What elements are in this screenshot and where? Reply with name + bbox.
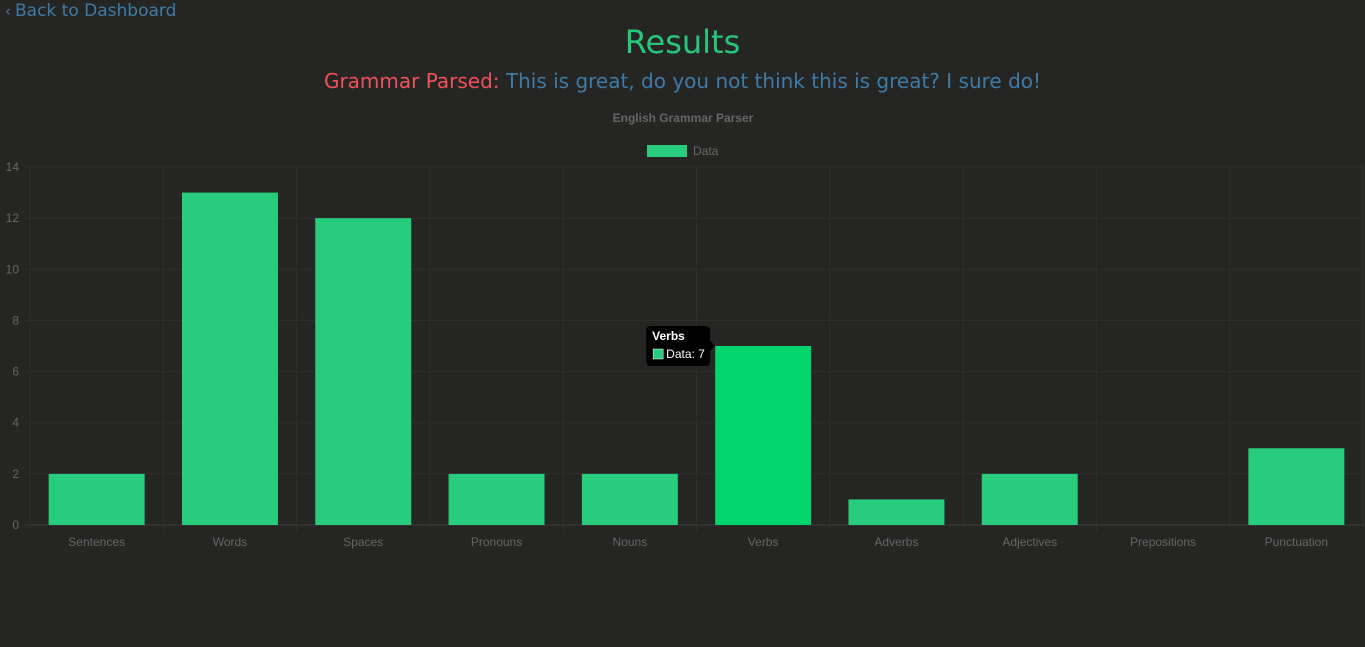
x-tick-label: Adverbs: [874, 535, 918, 549]
bar-pronouns[interactable]: [448, 473, 545, 525]
parsed-text: This is great, do you not think this is …: [505, 69, 1042, 93]
x-tick-label: Verbs: [748, 535, 779, 549]
y-tick-label: 0: [12, 518, 19, 532]
chart-legend[interactable]: Data: [647, 144, 719, 158]
x-tick-label: Adjectives: [1002, 535, 1057, 549]
page-title: Results: [624, 23, 741, 61]
y-tick-label: 4: [12, 416, 19, 430]
x-tick-label: Nouns: [613, 535, 648, 549]
y-tick-label: 12: [6, 211, 20, 225]
chevron-left-icon: ‹: [5, 2, 11, 20]
bar-spaces[interactable]: [315, 218, 412, 525]
x-axis: Sentences Words Spaces Pronouns Nouns Verbs Ad…: [68, 535, 1328, 549]
x-tick-label: Words: [213, 535, 247, 549]
y-tick-label: 14: [6, 160, 20, 174]
y-tick-label: 2: [12, 467, 19, 481]
back-to-dashboard-link[interactable]: ‹ Back to Dashboard: [5, 0, 176, 22]
tooltip-swatch: [652, 348, 664, 360]
y-tick-label: 10: [6, 262, 20, 276]
x-tick-label: Sentences: [68, 535, 125, 549]
tooltip-value: Data: 7: [666, 347, 705, 361]
chart-tooltip: Verbs Data: 7: [646, 326, 716, 366]
y-tick-label: 6: [12, 365, 19, 379]
bar-words[interactable]: [181, 192, 278, 526]
x-tick-label: Punctuation: [1265, 535, 1328, 549]
bar-adjectives[interactable]: [981, 473, 1078, 525]
bar-punctuation[interactable]: [1248, 448, 1345, 525]
tooltip-title: Verbs: [652, 329, 685, 343]
x-tick-label: Prepositions: [1130, 535, 1196, 549]
bar-nouns[interactable]: [581, 473, 678, 525]
chart-title: English Grammar Parser: [613, 111, 754, 125]
x-tick-label: Pronouns: [471, 535, 522, 549]
bar-sentences[interactable]: [48, 473, 145, 525]
legend-label: Data: [693, 144, 719, 158]
bar-verbs[interactable]: [715, 346, 812, 525]
grammar-parsed-line: Grammar Parsed: This is great, do you no…: [0, 66, 1365, 96]
parsed-label: Grammar Parsed:: [323, 69, 500, 93]
bar-adverbs[interactable]: [848, 499, 945, 525]
x-tick-label: Spaces: [343, 535, 383, 549]
bar-series: [48, 192, 1345, 526]
y-tick-label: 8: [12, 313, 19, 327]
back-link-label: Back to Dashboard: [15, 1, 177, 21]
legend-swatch: [647, 145, 687, 157]
y-axis: 0 2 4 6 8 10 12 14: [6, 160, 20, 532]
